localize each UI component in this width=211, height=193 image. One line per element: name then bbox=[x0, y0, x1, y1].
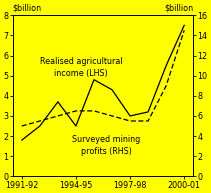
Text: Surveyed mining: Surveyed mining bbox=[73, 135, 141, 144]
Text: income (LHS): income (LHS) bbox=[54, 69, 108, 78]
Text: $billion: $billion bbox=[164, 3, 193, 13]
Text: profits (RHS): profits (RHS) bbox=[81, 147, 132, 156]
Text: Realised agricultural: Realised agricultural bbox=[40, 57, 123, 66]
Text: $billion: $billion bbox=[13, 3, 42, 13]
